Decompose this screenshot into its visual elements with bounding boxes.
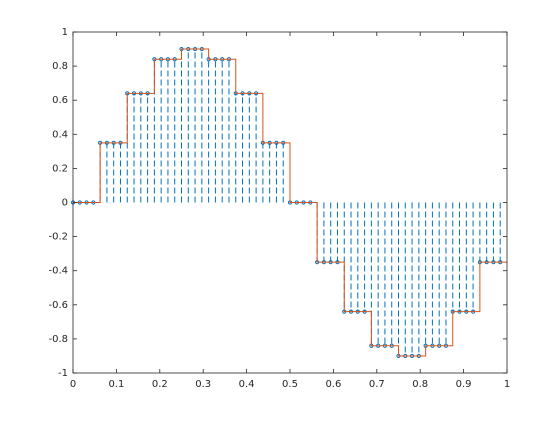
y-tick-label: -0.6	[48, 300, 68, 311]
x-tick-label: 0.8	[412, 379, 428, 390]
x-tick-label: 0.5	[282, 379, 298, 390]
x-tick-label: 0	[70, 379, 76, 390]
x-tick-label: 0.3	[195, 379, 211, 390]
y-tick-label: 0.8	[52, 61, 68, 72]
x-tick-label: 0.2	[152, 379, 168, 390]
y-tick-label: 0.4	[52, 129, 68, 140]
y-tick-label: 0	[62, 198, 68, 209]
x-tick-label: 0.6	[325, 379, 341, 390]
y-tick-label: -0.8	[48, 334, 68, 345]
x-tick-label: 0.4	[239, 379, 255, 390]
x-tick-label: 0.7	[369, 379, 385, 390]
x-tick-label: 0.9	[456, 379, 472, 390]
y-tick-label: 1	[62, 27, 68, 38]
x-tick-label: 1	[504, 379, 510, 390]
y-tick-label: -1	[58, 368, 68, 379]
y-tick-label: 0.6	[52, 95, 68, 106]
y-tick-label: -0.2	[48, 232, 68, 243]
y-tick-label: -0.4	[48, 266, 68, 277]
stairs-line	[73, 48, 507, 357]
x-tick-label: 0.1	[108, 379, 124, 390]
y-tick-label: 0.2	[52, 163, 68, 174]
